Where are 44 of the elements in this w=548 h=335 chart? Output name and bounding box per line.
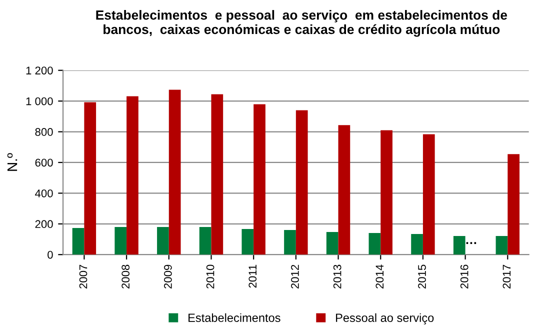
y-tick-label: 800 [35, 128, 53, 136]
x-tick-label: 2015 [418, 264, 426, 288]
bar [126, 96, 138, 255]
y-tick-label: 0 [48, 250, 53, 259]
legend-label: Pessoal ao serviço [336, 313, 434, 324]
x-tick-label: 2008 [122, 264, 130, 288]
bar [168, 90, 181, 255]
x-tick-label: 2009 [164, 264, 172, 288]
bar [380, 130, 392, 255]
chart-title: Estabelecimentos e pessoal ao serviço em estabelecimentos de bancos, caixas económicas e caixas de crédito agrícola mútuo [96, 10, 508, 37]
bar [453, 236, 466, 255]
x-tick-label: 2011 [248, 264, 257, 288]
bar [84, 102, 96, 255]
y-tick-label: 1 200 [26, 66, 53, 74]
bar [496, 236, 508, 255]
annotation: … [466, 242, 476, 244]
y-tick-label: 600 [35, 158, 53, 167]
bar [326, 232, 338, 255]
x-tick-label: 2013 [333, 264, 342, 288]
x-tick-label: 2014 [376, 264, 384, 288]
bar [254, 104, 266, 255]
bar [157, 226, 169, 255]
bar [242, 228, 254, 255]
bar [211, 94, 224, 255]
bar [338, 125, 350, 255]
x-tick-label: 2017 [502, 264, 511, 288]
y-axis-title: N.º [7, 153, 18, 171]
bar [72, 228, 84, 255]
bar [422, 134, 435, 255]
x-tick-label: 2010 [206, 264, 214, 288]
legend-label: Estabelecimentos [188, 313, 280, 322]
bar [508, 154, 520, 255]
bar [284, 230, 296, 255]
bar [368, 232, 381, 255]
x-tick-label: 2012 [291, 264, 299, 288]
bar [199, 226, 212, 255]
y-tick-label: 400 [35, 189, 53, 198]
x-tick-label: 2007 [79, 264, 88, 288]
y-tick-label: 200 [35, 220, 53, 228]
bar [411, 234, 423, 255]
bar [296, 110, 308, 255]
x-tick-label: 2016 [460, 264, 468, 288]
y-tick-label: 1 000 [26, 97, 53, 106]
bar [114, 226, 127, 255]
